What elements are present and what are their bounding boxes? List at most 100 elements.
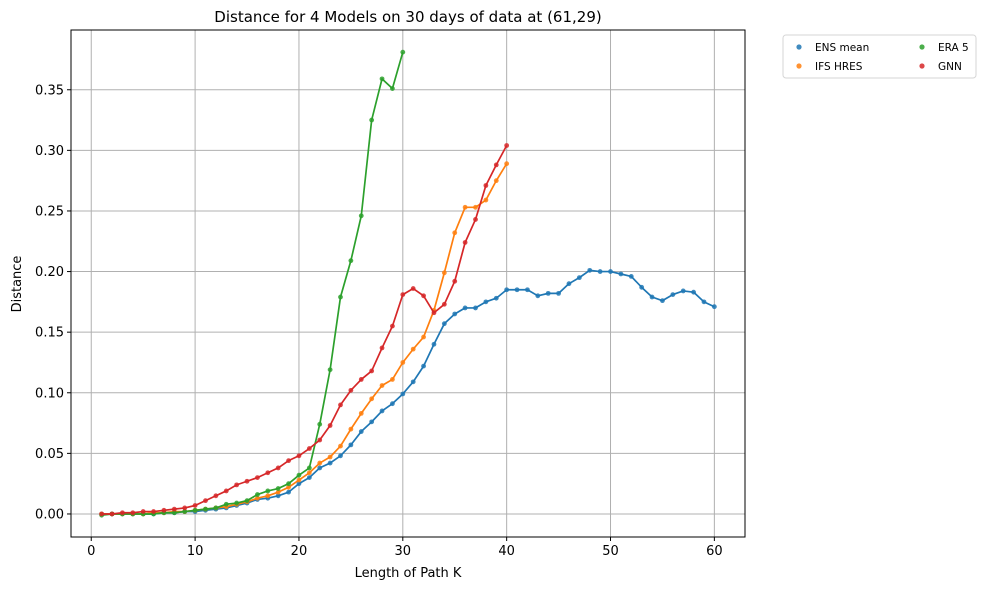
data-point <box>296 481 302 487</box>
data-point <box>691 289 696 295</box>
data-point <box>400 360 406 365</box>
data-point <box>213 505 219 511</box>
data-point <box>317 465 323 471</box>
y-tick-label: 0.25 <box>35 204 64 219</box>
data-point <box>203 498 208 504</box>
legend-label: ERA 5 <box>938 42 969 54</box>
data-point <box>639 284 645 290</box>
data-point <box>566 281 572 287</box>
legend-marker <box>796 44 802 50</box>
y-tick-label: 0.00 <box>35 507 64 522</box>
chart-title: Distance for 4 Models on 30 days of data… <box>214 8 601 26</box>
legend-marker <box>796 63 802 69</box>
data-point <box>369 117 375 123</box>
data-point <box>151 509 156 514</box>
data-point <box>275 486 281 491</box>
x-axis: 0 10 20 30 40 50 60 <box>87 537 723 559</box>
data-point <box>483 183 489 188</box>
x-tick-label: 60 <box>706 544 723 559</box>
data-point <box>473 204 478 210</box>
data-point <box>410 346 416 352</box>
data-point <box>244 478 250 484</box>
data-point <box>109 511 115 517</box>
data-point <box>348 387 354 393</box>
data-point <box>483 299 489 305</box>
data-point <box>306 465 312 471</box>
data-point <box>338 443 343 449</box>
data-point <box>452 311 458 317</box>
data-point <box>597 269 603 274</box>
data-point <box>306 475 312 481</box>
data-point <box>608 269 613 274</box>
data-point <box>286 458 291 464</box>
data-point <box>213 493 219 499</box>
data-point <box>327 367 333 373</box>
data-point <box>618 271 624 277</box>
legend-marker <box>919 44 925 50</box>
x-tick-label: 50 <box>602 544 619 559</box>
data-point <box>431 341 437 347</box>
data-point <box>390 323 395 329</box>
data-point <box>462 240 468 245</box>
data-point <box>317 437 323 443</box>
data-point <box>348 442 354 448</box>
data-point <box>369 396 375 402</box>
x-tick-label: 20 <box>291 544 308 559</box>
data-point <box>265 470 271 476</box>
data-point <box>171 510 177 516</box>
data-point <box>379 76 385 82</box>
data-point <box>358 213 364 219</box>
data-point <box>192 503 198 508</box>
data-point <box>473 217 478 222</box>
data-point <box>421 293 426 299</box>
data-point <box>660 298 665 304</box>
data-point <box>421 363 426 369</box>
data-point <box>670 292 676 297</box>
data-point <box>244 498 250 504</box>
data-point <box>317 421 323 427</box>
data-point <box>306 446 312 451</box>
data-point <box>369 419 375 425</box>
y-tick-label: 0.20 <box>35 265 64 280</box>
data-point <box>441 301 447 307</box>
data-point <box>348 258 354 264</box>
data-point <box>182 509 188 514</box>
plot-frame <box>70 29 746 538</box>
data-point <box>462 204 468 210</box>
data-point <box>358 410 364 416</box>
data-point <box>493 178 499 184</box>
legend-label: IFS HRES <box>815 61 863 73</box>
data-point <box>161 507 167 513</box>
data-point <box>390 401 395 407</box>
y-tick-label: 0.10 <box>35 386 64 401</box>
data-point <box>493 295 499 301</box>
data-point <box>504 161 510 167</box>
data-point <box>358 429 364 434</box>
y-tick-label: 0.15 <box>35 326 64 341</box>
y-axis: 0.00 0.05 0.10 0.15 0.20 0.25 0.30 0.35 <box>35 83 71 522</box>
data-point <box>286 484 291 490</box>
x-tick-label: 40 <box>498 544 515 559</box>
data-point <box>182 505 188 511</box>
y-axis-label: Distance <box>10 256 25 313</box>
series-era-5 <box>99 49 406 518</box>
x-tick-label: 0 <box>87 544 95 559</box>
legend-label: GNN <box>938 61 962 73</box>
data-point <box>452 278 458 284</box>
series-gnn <box>99 143 510 517</box>
grid <box>71 30 745 537</box>
series-line <box>101 145 508 515</box>
data-point <box>203 506 208 512</box>
data-point <box>327 454 333 460</box>
data-point <box>234 482 240 488</box>
data-point <box>410 286 416 291</box>
data-point <box>483 197 489 203</box>
data-point <box>296 453 302 459</box>
data-point <box>338 453 343 459</box>
data-point <box>338 402 343 408</box>
data-point <box>649 294 655 300</box>
data-point <box>576 275 582 281</box>
data-point <box>587 267 593 273</box>
